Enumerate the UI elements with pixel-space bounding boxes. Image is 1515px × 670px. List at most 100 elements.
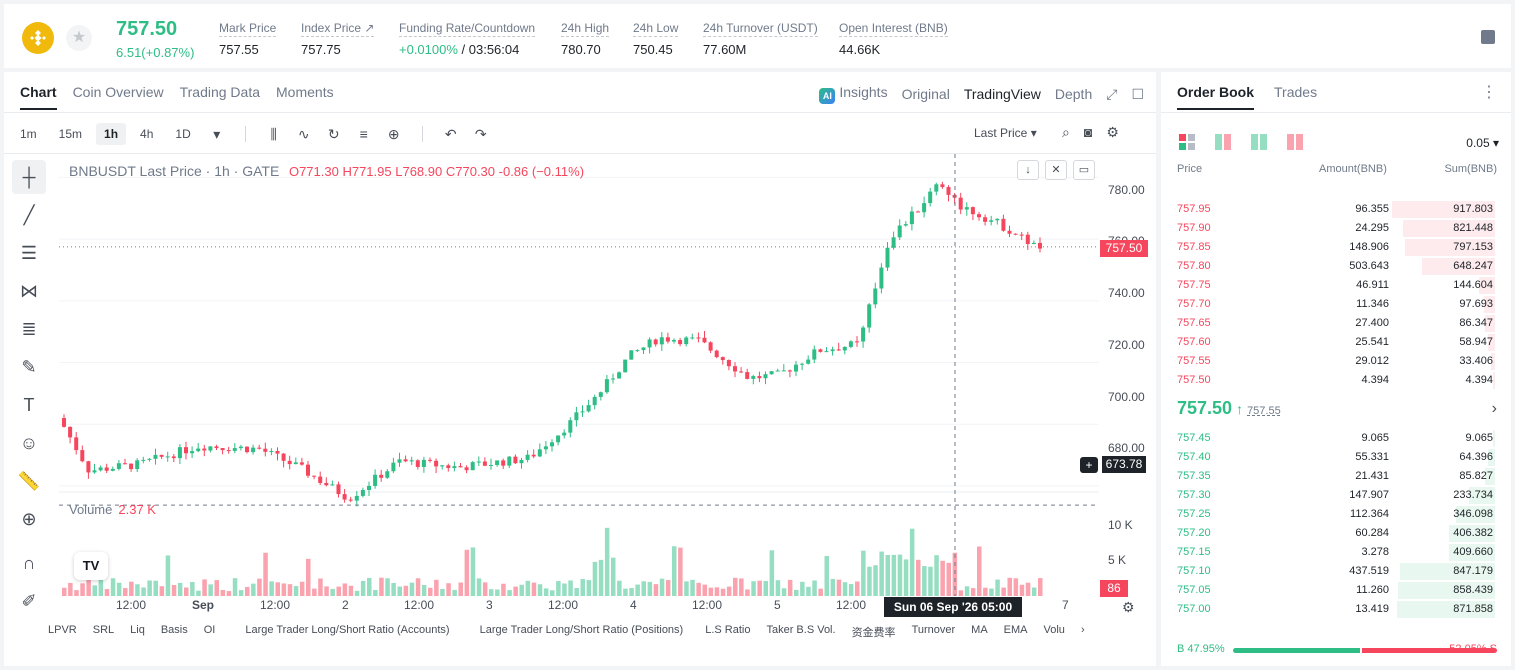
view-both-alt-icon[interactable] [1215,134,1231,150]
ask-row[interactable]: 757.75 46.911 144.604 [1161,276,1511,295]
interval-4h[interactable]: 4h [140,127,154,141]
pencil-icon[interactable]: ✐ [21,590,37,611]
collapse-icon[interactable]: ✕ [1045,160,1067,180]
candle-body [977,214,981,218]
undo-icon[interactable]: ↶ [444,126,457,142]
price-chart[interactable] [59,154,1099,606]
bid-row[interactable]: 757.00 13.419 871.858 [1161,600,1511,619]
ask-row[interactable]: 757.95 96.355 917.803 [1161,200,1511,219]
text-icon[interactable]: T [23,394,35,415]
maximize-icon[interactable]: ▭ [1073,160,1095,180]
bid-row[interactable]: 757.20 60.284 406.382 [1161,524,1511,543]
view-bids-icon[interactable] [1251,134,1267,150]
chevron-down-icon[interactable]: ▾ [213,126,221,142]
indicator-item[interactable]: LPVR [48,624,77,636]
indicator-item[interactable]: Turnover [911,624,956,636]
redo-icon[interactable]: ↷ [474,126,487,142]
indicator-item[interactable]: 资金费率 [851,627,896,639]
settings-icon[interactable]: ⚙ [1122,599,1135,615]
ask-row[interactable]: 757.90 24.295 821.448 [1161,219,1511,238]
indicator-item[interactable]: EMA [1003,624,1028,636]
indicator-item[interactable]: Large Trader Long/Short Ratio (Positions… [479,624,684,636]
brush-icon[interactable]: ✎ [21,356,37,377]
indicator-item[interactable]: Basis [160,624,188,636]
indicator-item[interactable]: Taker B.S Vol. [766,624,836,636]
view-asks-icon[interactable] [1287,134,1303,150]
camera-icon[interactable]: ◙ [1083,124,1093,140]
indicator-item[interactable]: MA [971,624,988,636]
view-insights[interactable]: AI Insights [819,84,888,104]
bid-row[interactable]: 757.15 3.278 409.660 [1161,543,1511,562]
gear-icon[interactable]: ⚙ [1106,124,1119,140]
emoji-icon[interactable]: ☺ [19,432,39,453]
bid-row[interactable]: 757.30 147.907 233.734 [1161,486,1511,505]
bid-row[interactable]: 757.45 9.065 9.065 [1161,429,1511,448]
bid-row[interactable]: 757.35 21.431 85.827 [1161,467,1511,486]
horizontal-lines-icon[interactable]: ☰ [20,242,38,263]
chevron-right-icon[interactable]: › [1080,624,1085,636]
volume-bar [958,590,964,596]
view-tradingview[interactable]: TradingView [963,86,1041,102]
tab-coin-overview[interactable]: Coin Overview [72,84,164,100]
magnet-icon[interactable]: ∩ [22,552,36,573]
ask-sum: 33.406 [1459,355,1493,367]
view-original[interactable]: Original [901,86,950,102]
pattern-icon[interactable]: ⋈ [20,280,38,301]
ask-row[interactable]: 757.70 11.346 97.693 [1161,295,1511,314]
ask-row[interactable]: 757.60 25.541 58.947 [1161,333,1511,352]
expand-icon[interactable]: ⤢ [1106,85,1118,102]
indicator-item[interactable]: Large Trader Long/Short Ratio (Accounts) [245,624,450,636]
view-depth[interactable]: Depth [1054,86,1093,102]
ask-row[interactable]: 757.55 29.012 33.406 [1161,352,1511,371]
indicator-item[interactable]: OI [203,624,216,636]
indicators-icon[interactable]: ∿ [297,126,310,142]
book-icon[interactable] [1481,30,1495,44]
tab-trades[interactable]: Trades [1274,84,1318,100]
interval-1m[interactable]: 1m [20,127,37,141]
compare-icon[interactable]: ↻ [327,126,340,142]
tab-order-book[interactable]: Order Book [1177,84,1255,110]
interval-15m[interactable]: 15m [58,127,83,141]
favorite-star-icon[interactable]: ★ [66,25,92,51]
tab-trading-data[interactable]: Trading Data [179,84,261,100]
add-order-icon[interactable]: + [1080,457,1098,473]
window-icon[interactable]: ☐ [1131,85,1144,102]
ask-row[interactable]: 757.50 4.394 4.394 [1161,371,1511,390]
indicator-item[interactable]: Volu [1043,624,1065,636]
search-icon[interactable]: ⌕ [1062,124,1070,140]
templates-icon[interactable]: ≡ [359,126,368,142]
bid-row[interactable]: 757.25 112.364 346.098 [1161,505,1511,524]
candle-body [641,347,646,351]
add-alert-icon[interactable]: ⊕ [387,126,400,142]
tab-moments[interactable]: Moments [276,84,334,100]
volume-bar [171,585,177,596]
volume-bar [391,583,396,596]
precision-select[interactable]: 0.05 ▾ [1466,136,1499,150]
interval-1h[interactable]: 1h [96,123,127,145]
indicator-item[interactable]: L.S Ratio [705,624,751,636]
divider [421,126,423,142]
fib-icon[interactable]: ≣ [21,318,37,339]
stat-index-price[interactable]: Index Price ↗ 757.75 [301,21,375,57]
price-source-select[interactable]: Last Price ▾ [974,126,1037,140]
ask-price: 757.60 [1177,336,1211,348]
bid-row[interactable]: 757.05 11.260 858.439 [1161,581,1511,600]
crosshair-icon[interactable]: ┼ [12,160,46,194]
tab-chart[interactable]: Chart [20,84,57,110]
bid-row[interactable]: 757.40 55.331 64.396 [1161,448,1511,467]
candle-type-icon[interactable]: ⫼ [270,126,277,142]
ask-row[interactable]: 757.85 148.906 797.153 [1161,238,1511,257]
bid-row[interactable]: 757.10 437.519 847.179 [1161,562,1511,581]
ruler-icon[interactable]: 📏 [17,470,41,491]
indicator-item[interactable]: Liq [130,624,145,636]
interval-1d[interactable]: 1D [175,127,191,141]
ask-row[interactable]: 757.65 27.400 86.347 [1161,314,1511,333]
indicator-item[interactable]: SRL [92,624,115,636]
chevron-right-icon[interactable]: › [1491,400,1497,417]
arrow-down-icon[interactable]: ↓ [1017,160,1039,180]
view-both-icon[interactable] [1179,134,1195,150]
ask-row[interactable]: 757.80 503.643 648.247 [1161,257,1511,276]
more-icon[interactable]: ⋮ [1481,84,1497,101]
trendline-icon[interactable]: ╱ [23,204,35,225]
zoom-in-icon[interactable]: ⊕ [21,508,37,529]
